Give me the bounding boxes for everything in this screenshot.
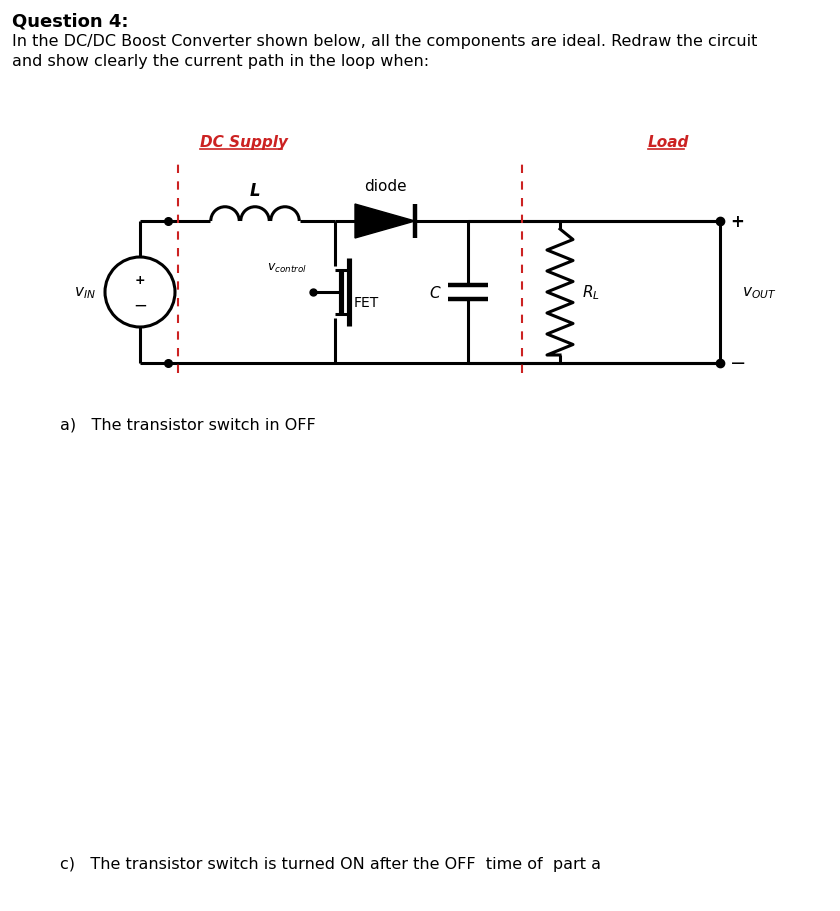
Polygon shape xyxy=(355,205,415,239)
Text: c)   The transistor switch is turned ON after the OFF  time of  part a: c) The transistor switch is turned ON af… xyxy=(60,856,601,871)
Text: and show clearly the current path in the loop when:: and show clearly the current path in the… xyxy=(12,54,429,69)
Text: L: L xyxy=(249,182,260,200)
Text: Question 4:: Question 4: xyxy=(12,12,129,30)
Text: $v_{OUT}$: $v_{OUT}$ xyxy=(742,285,776,301)
Text: −: − xyxy=(730,354,747,374)
Text: Load: Load xyxy=(648,135,690,149)
Text: $v_{IN}$: $v_{IN}$ xyxy=(74,285,96,301)
Text: FET: FET xyxy=(354,296,379,310)
Text: $v_{control}$: $v_{control}$ xyxy=(267,261,307,275)
Text: +: + xyxy=(730,213,744,230)
Text: C: C xyxy=(429,285,440,300)
Text: +: + xyxy=(134,273,145,286)
Text: diode: diode xyxy=(364,179,407,194)
Text: a)   The transistor switch in OFF: a) The transistor switch in OFF xyxy=(60,416,316,432)
Text: DC Supply: DC Supply xyxy=(200,135,288,149)
Text: −: − xyxy=(133,297,147,314)
Text: $R_L$: $R_L$ xyxy=(582,283,600,302)
Text: In the DC/DC Boost Converter shown below, all the components are ideal. Redraw t: In the DC/DC Boost Converter shown below… xyxy=(12,34,758,49)
